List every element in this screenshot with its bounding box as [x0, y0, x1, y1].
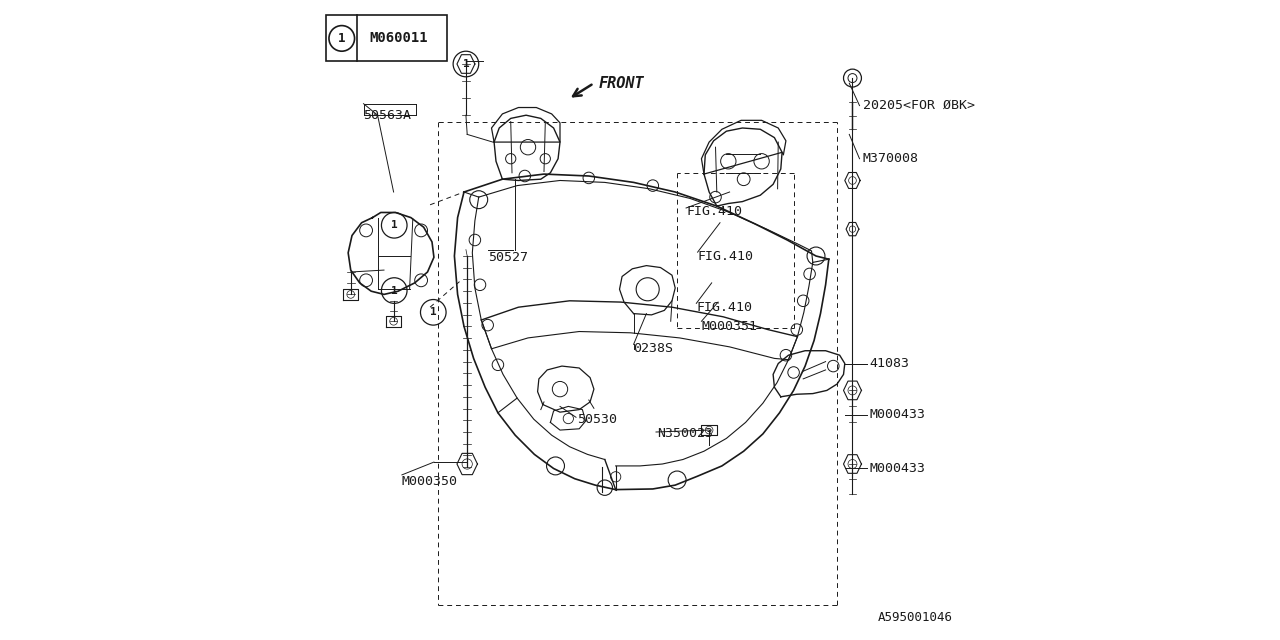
- Text: 41083: 41083: [869, 357, 909, 370]
- Text: 1: 1: [390, 285, 398, 296]
- Text: FIG.410: FIG.410: [698, 250, 754, 262]
- Circle shape: [390, 317, 397, 325]
- Circle shape: [797, 295, 809, 307]
- Circle shape: [347, 291, 355, 298]
- Text: M000433: M000433: [869, 408, 925, 421]
- Bar: [326, 15, 447, 61]
- Circle shape: [844, 69, 861, 87]
- Circle shape: [808, 247, 826, 265]
- Circle shape: [520, 170, 530, 182]
- Text: 1: 1: [338, 32, 346, 45]
- Text: 0238S: 0238S: [634, 342, 673, 355]
- Circle shape: [754, 154, 769, 169]
- Circle shape: [415, 274, 428, 287]
- Circle shape: [547, 457, 564, 475]
- Circle shape: [493, 359, 504, 371]
- Text: 1: 1: [430, 307, 436, 317]
- Text: M060011: M060011: [370, 31, 428, 45]
- Circle shape: [611, 472, 621, 482]
- Circle shape: [788, 367, 800, 378]
- Circle shape: [329, 26, 355, 51]
- Circle shape: [381, 212, 407, 238]
- Circle shape: [849, 460, 858, 468]
- Circle shape: [360, 224, 372, 237]
- Circle shape: [705, 426, 713, 434]
- Circle shape: [553, 381, 568, 397]
- Circle shape: [462, 60, 471, 68]
- Text: 20205<FOR ØBK>: 20205<FOR ØBK>: [863, 99, 975, 112]
- Circle shape: [636, 278, 659, 301]
- Circle shape: [828, 360, 840, 372]
- Circle shape: [420, 300, 447, 325]
- Circle shape: [462, 459, 472, 469]
- Circle shape: [563, 413, 573, 424]
- Text: FIG.410: FIG.410: [686, 205, 742, 218]
- Circle shape: [584, 172, 594, 184]
- Circle shape: [360, 274, 372, 287]
- Circle shape: [849, 74, 858, 83]
- Text: 50527: 50527: [488, 251, 527, 264]
- Circle shape: [804, 268, 815, 280]
- Circle shape: [470, 234, 481, 246]
- Circle shape: [540, 154, 550, 164]
- Circle shape: [850, 226, 856, 232]
- Text: M000433: M000433: [869, 462, 925, 475]
- Text: FIG.410: FIG.410: [696, 301, 753, 314]
- Circle shape: [381, 278, 407, 303]
- Text: 1: 1: [462, 59, 470, 69]
- Circle shape: [521, 140, 535, 155]
- Circle shape: [849, 177, 856, 184]
- Circle shape: [470, 191, 488, 209]
- Circle shape: [475, 279, 486, 291]
- Circle shape: [709, 191, 722, 203]
- Circle shape: [483, 319, 494, 331]
- Circle shape: [781, 349, 791, 361]
- Circle shape: [849, 386, 858, 395]
- Circle shape: [415, 224, 428, 237]
- Text: 1: 1: [390, 220, 398, 230]
- Text: 50563A: 50563A: [364, 109, 412, 122]
- Circle shape: [737, 173, 750, 186]
- Circle shape: [721, 154, 736, 169]
- Circle shape: [506, 154, 516, 164]
- Circle shape: [646, 180, 658, 191]
- Circle shape: [668, 471, 686, 489]
- Text: M000351: M000351: [701, 320, 758, 333]
- Text: 50530: 50530: [577, 413, 617, 426]
- Circle shape: [791, 324, 803, 335]
- Text: N350023: N350023: [658, 428, 713, 440]
- Text: A595001046: A595001046: [877, 611, 952, 624]
- Circle shape: [596, 480, 612, 495]
- Circle shape: [453, 51, 479, 77]
- Text: FRONT: FRONT: [599, 76, 644, 91]
- Text: M370008: M370008: [863, 152, 919, 165]
- Text: M000350: M000350: [402, 475, 458, 488]
